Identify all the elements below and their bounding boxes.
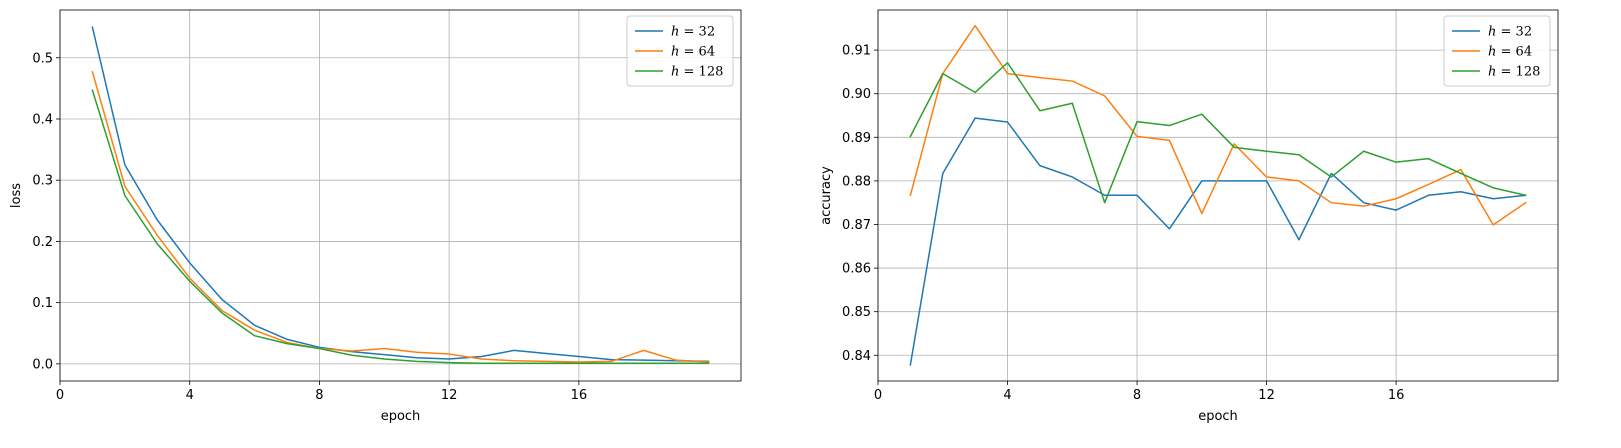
chart-panel-1: 0 4 8 12 16 0.0 0.1 0.2 0.3 0.4 0.5 epoch loss h = 32… bbox=[9, 9, 742, 424]
series-line-h-128 bbox=[909, 62, 1527, 204]
y-tick-label: 0.2 bbox=[32, 235, 53, 250]
legend-equals: = bbox=[1496, 25, 1515, 40]
legend-variable: h bbox=[671, 65, 679, 80]
legend-entry-h-64: h = 64 bbox=[1488, 45, 1532, 60]
legend-variable: h bbox=[671, 45, 679, 60]
series-group bbox=[909, 24, 1527, 366]
series-line-h-64 bbox=[909, 24, 1527, 226]
y-tick-label: 0.0 bbox=[32, 357, 53, 372]
series-line-h-128 bbox=[91, 89, 710, 364]
y-axis-label: loss bbox=[9, 183, 24, 208]
y-tick-label: 0.86 bbox=[842, 262, 871, 277]
legend: h = 32h = 64h = 128 bbox=[1443, 15, 1551, 87]
y-tick-label: 0.88 bbox=[842, 174, 871, 189]
x-axis-label: epoch bbox=[381, 409, 421, 424]
legend-entry-h-128: h = 128 bbox=[671, 65, 723, 80]
x-tick-label: 4 bbox=[186, 388, 194, 403]
y-tick-label: 0.90 bbox=[842, 87, 871, 102]
legend-value: 64 bbox=[699, 45, 716, 60]
legend-equals: = bbox=[1496, 65, 1515, 80]
legend-entry-h-32: h = 32 bbox=[1488, 25, 1532, 40]
legend-equals: = bbox=[679, 25, 698, 40]
legend-equals: = bbox=[679, 45, 698, 60]
legend-variable: h bbox=[1488, 45, 1496, 60]
x-tick-label: 12 bbox=[1258, 388, 1275, 403]
y-tick-label: 0.87 bbox=[842, 218, 871, 233]
y-axis-label: accuracy bbox=[819, 166, 834, 225]
legend-value: 64 bbox=[1516, 45, 1533, 60]
x-tick-label: 16 bbox=[1388, 388, 1405, 403]
legend-entry-h-32: h = 32 bbox=[671, 25, 715, 40]
y-tick-label: 0.84 bbox=[842, 349, 871, 364]
legend-value: 32 bbox=[1516, 25, 1533, 40]
legend-equals: = bbox=[679, 65, 698, 80]
x-tick-label: 0 bbox=[56, 388, 64, 403]
x-tick-label: 12 bbox=[441, 388, 458, 403]
legend-value: 128 bbox=[699, 65, 724, 80]
y-tick-label: 0.5 bbox=[32, 51, 53, 66]
x-tick-label: 8 bbox=[315, 388, 323, 403]
x-tick-label: 16 bbox=[571, 388, 588, 403]
chart-panel-2: 0 4 8 12 16 0.84 0.85 0.86 0.87 0.88 0.89 0.90 0.91 e… bbox=[819, 9, 1559, 424]
x-tick-label: 8 bbox=[1133, 388, 1141, 403]
y-tick-label: 0.85 bbox=[842, 305, 871, 320]
legend-variable: h bbox=[671, 25, 679, 40]
legend-entry-h-128: h = 128 bbox=[1488, 65, 1540, 80]
x-tick-label: 0 bbox=[874, 388, 882, 403]
y-tick-label: 0.89 bbox=[842, 131, 871, 146]
axes-frame bbox=[59, 9, 742, 382]
y-tick-label: 0.3 bbox=[32, 174, 53, 189]
legend-value: 32 bbox=[699, 25, 716, 40]
y-tick-label: 0.4 bbox=[32, 112, 53, 127]
series-line-h-64 bbox=[91, 70, 710, 363]
series-line-h-32 bbox=[909, 117, 1527, 366]
legend: h = 32h = 64h = 128 bbox=[626, 15, 734, 87]
axes-frame bbox=[877, 9, 1559, 382]
legend-box bbox=[1443, 15, 1551, 87]
legend-variable: h bbox=[1488, 65, 1496, 80]
x-tick-label: 4 bbox=[1003, 388, 1011, 403]
legend-value: 128 bbox=[1516, 65, 1541, 80]
legend-box bbox=[626, 15, 734, 87]
y-tick-label: 0.91 bbox=[842, 44, 871, 59]
legend-equals: = bbox=[1496, 45, 1515, 60]
series-line-h-32 bbox=[91, 26, 710, 363]
y-tick-label: 0.1 bbox=[32, 296, 53, 311]
legend-entry-h-64: h = 64 bbox=[671, 45, 715, 60]
x-axis-label: epoch bbox=[1198, 409, 1238, 424]
series-group bbox=[91, 26, 710, 364]
legend-variable: h bbox=[1488, 25, 1496, 40]
